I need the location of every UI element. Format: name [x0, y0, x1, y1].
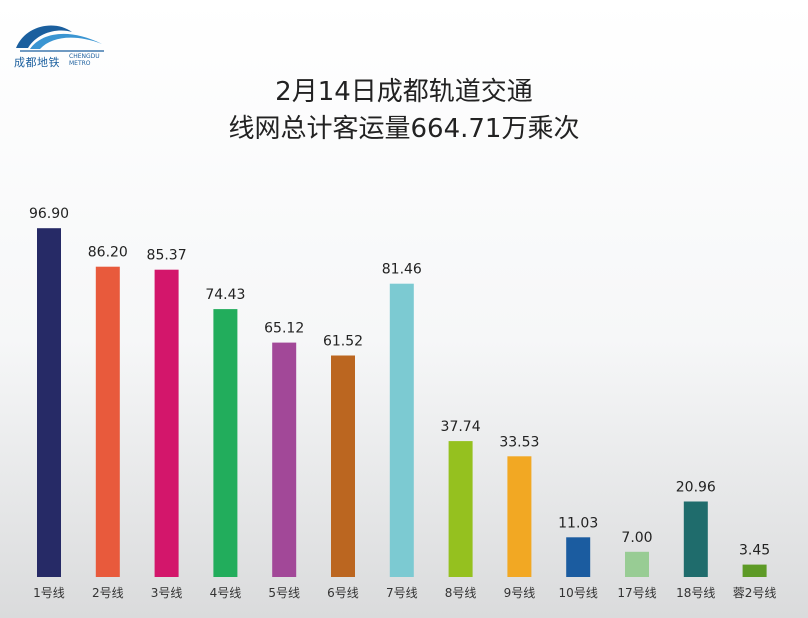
x-tick-label: 蓉2号线 — [733, 586, 777, 600]
bar — [507, 456, 532, 577]
x-tick-label: 6号线 — [327, 586, 359, 600]
bar-value-label: 7.00 — [621, 530, 652, 546]
logo-mark-icon — [16, 25, 104, 52]
x-axis-labels: 1号线 2号线 3号线 4号线 5号线 6号线 7号线 8号线 9号线 10号线 17号线 18号线 蓉… — [33, 586, 776, 600]
bar-value-label: 37.74 — [441, 419, 481, 435]
bar-value-label: 33.53 — [499, 434, 539, 450]
bar-value-label: 81.46 — [382, 262, 422, 278]
logo-en: CHENGDU METRO — [69, 53, 100, 67]
chart-title-line2: 线网总计客运量664.71万乘次 — [228, 114, 580, 144]
bar — [683, 501, 708, 577]
x-tick-label: 8号线 — [445, 586, 477, 600]
x-tick-label: 9号线 — [504, 586, 536, 600]
bar — [272, 342, 297, 577]
bar — [213, 309, 238, 577]
bar — [625, 551, 649, 577]
bar-value-label: 61.52 — [323, 334, 363, 350]
bar-value-label: 20.96 — [676, 480, 716, 496]
bar — [37, 228, 61, 577]
chart-title-line1: 2月14日成都轨道交通 — [275, 77, 533, 107]
bar — [389, 283, 414, 577]
logo-cn: 成都地铁 — [14, 56, 60, 69]
x-tick-label: 17号线 — [617, 586, 656, 600]
bar — [448, 441, 473, 577]
bar-value-label: 11.03 — [558, 515, 598, 531]
bar — [154, 269, 179, 577]
bar-value-label: 74.43 — [205, 287, 245, 303]
x-tick-label: 1号线 — [33, 586, 65, 600]
bar-value-label: 85.37 — [147, 248, 187, 264]
bar-value-label: 86.20 — [88, 245, 128, 261]
bar-value-label: 3.45 — [739, 543, 770, 559]
bar-value-label: 96.90 — [29, 206, 69, 222]
x-tick-label: 10号线 — [559, 586, 598, 600]
x-tick-label: 2号线 — [92, 586, 124, 600]
bar-value-label: 65.12 — [264, 321, 304, 337]
x-tick-label: 7号线 — [386, 586, 418, 600]
bar — [95, 266, 120, 577]
bar — [566, 537, 591, 577]
plot-area: 96.90 86.20 85.37 74.43 65.12 61.52 81.46 37.74… — [29, 206, 770, 577]
chart-title: 2月14日成都轨道交通 线网总计客运量664.71万乘次 — [0, 74, 808, 148]
x-tick-label: 5号线 — [268, 586, 300, 600]
x-tick-label: 4号线 — [210, 586, 242, 600]
bar — [742, 564, 767, 577]
x-tick-label: 18号线 — [676, 586, 715, 600]
bar — [331, 355, 355, 577]
brand-logo: 成都地铁 CHENGDU METRO — [12, 18, 112, 70]
x-tick-label: 3号线 — [151, 586, 183, 600]
